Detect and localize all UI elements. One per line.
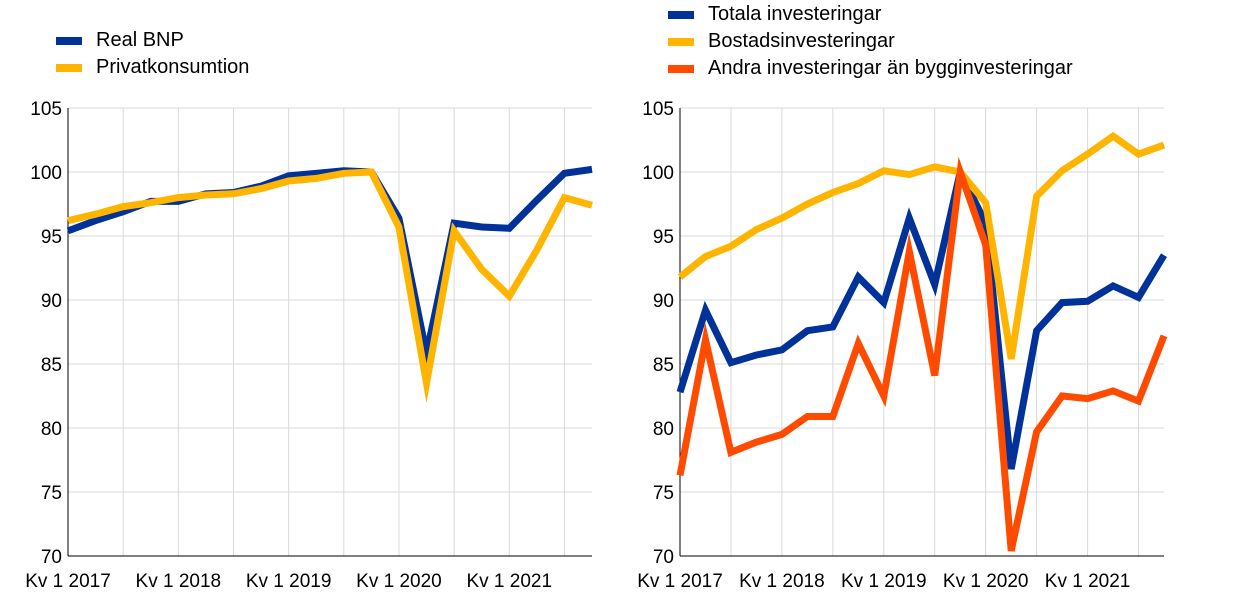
legend-swatch [668, 10, 694, 19]
y-tick-label: 90 [653, 291, 674, 312]
legend-label: Real BNP [96, 29, 184, 51]
legend-swatch [668, 37, 694, 46]
legend-right: Totala investeringar Bostadsinvesteringa… [668, 1, 1073, 82]
x-tick-label: Kv 1 2018 [739, 571, 825, 592]
x-tick-label: Kv 1 2019 [246, 571, 332, 592]
x-tick-label: Kv 1 2021 [466, 571, 552, 592]
y-tick-label: 95 [41, 227, 62, 248]
legend-item: Real BNP [56, 27, 249, 54]
legend-label: Bostadsinvesteringar [708, 30, 895, 52]
x-tick-label: Kv 1 2020 [943, 571, 1029, 592]
plot-right: 70 75 80 85 90 95 100 105 Kv 1 2017 Kv 1 2018 Kv 1… [637, 99, 1168, 592]
x-tick-label: Kv 1 2017 [25, 571, 111, 592]
legend-swatch [668, 64, 694, 73]
x-tick-label: Kv 1 2018 [136, 571, 222, 592]
legend-item: Totala investeringar [668, 1, 1073, 28]
series-line [676, 161, 1167, 470]
y-tick-label: 85 [41, 355, 62, 376]
y-tick-label: 75 [653, 483, 674, 504]
legend-label: Totala investeringar [708, 3, 882, 25]
y-tick-label: 90 [41, 291, 62, 312]
series-line [67, 168, 593, 404]
x-tick-label: Kv 1 2021 [1045, 571, 1131, 592]
y-tick-label: 105 [30, 99, 62, 120]
x-tick-label: Kv 1 2017 [637, 571, 723, 592]
y-tick-label: 70 [653, 547, 674, 568]
series-line [677, 131, 1166, 360]
y-tick-label: 100 [642, 163, 674, 184]
legend-label: Andra investeringar än bygginvesteringar [708, 57, 1073, 79]
legend-item: Bostadsinvesteringar [668, 28, 1073, 55]
y-tick-label: 75 [41, 483, 62, 504]
legend-left: Real BNP Privatkonsumtion [56, 27, 249, 81]
series-line [676, 156, 1168, 552]
plot-left: 70 75 80 85 90 95 100 105 Kv 1 2017 Kv 1 2018 Kv 1… [25, 99, 593, 592]
y-tick-label: 80 [41, 419, 62, 440]
series-line [66, 165, 593, 372]
x-tick-label: Kv 1 2020 [356, 571, 442, 592]
legend-label: Privatkonsumtion [96, 56, 250, 78]
y-tick-label: 85 [653, 355, 674, 376]
legend-swatch [56, 63, 82, 72]
y-tick-label: 105 [642, 99, 674, 120]
x-tick-label: Kv 1 2019 [841, 571, 927, 592]
legend-item: Privatkonsumtion [56, 54, 249, 81]
chart-left: Real BNP Privatkonsumtion 70 75 80 85 90 95 10… [0, 0, 610, 602]
y-tick-label: 80 [653, 419, 674, 440]
legend-item: Andra investeringar än bygginvesteringar [668, 55, 1073, 82]
legend-swatch [56, 36, 82, 45]
y-tick-label: 70 [41, 547, 62, 568]
y-tick-label: 100 [30, 163, 62, 184]
chart-right: Totala investeringar Bostadsinvesteringa… [610, 0, 1240, 602]
y-tick-label: 95 [653, 227, 674, 248]
